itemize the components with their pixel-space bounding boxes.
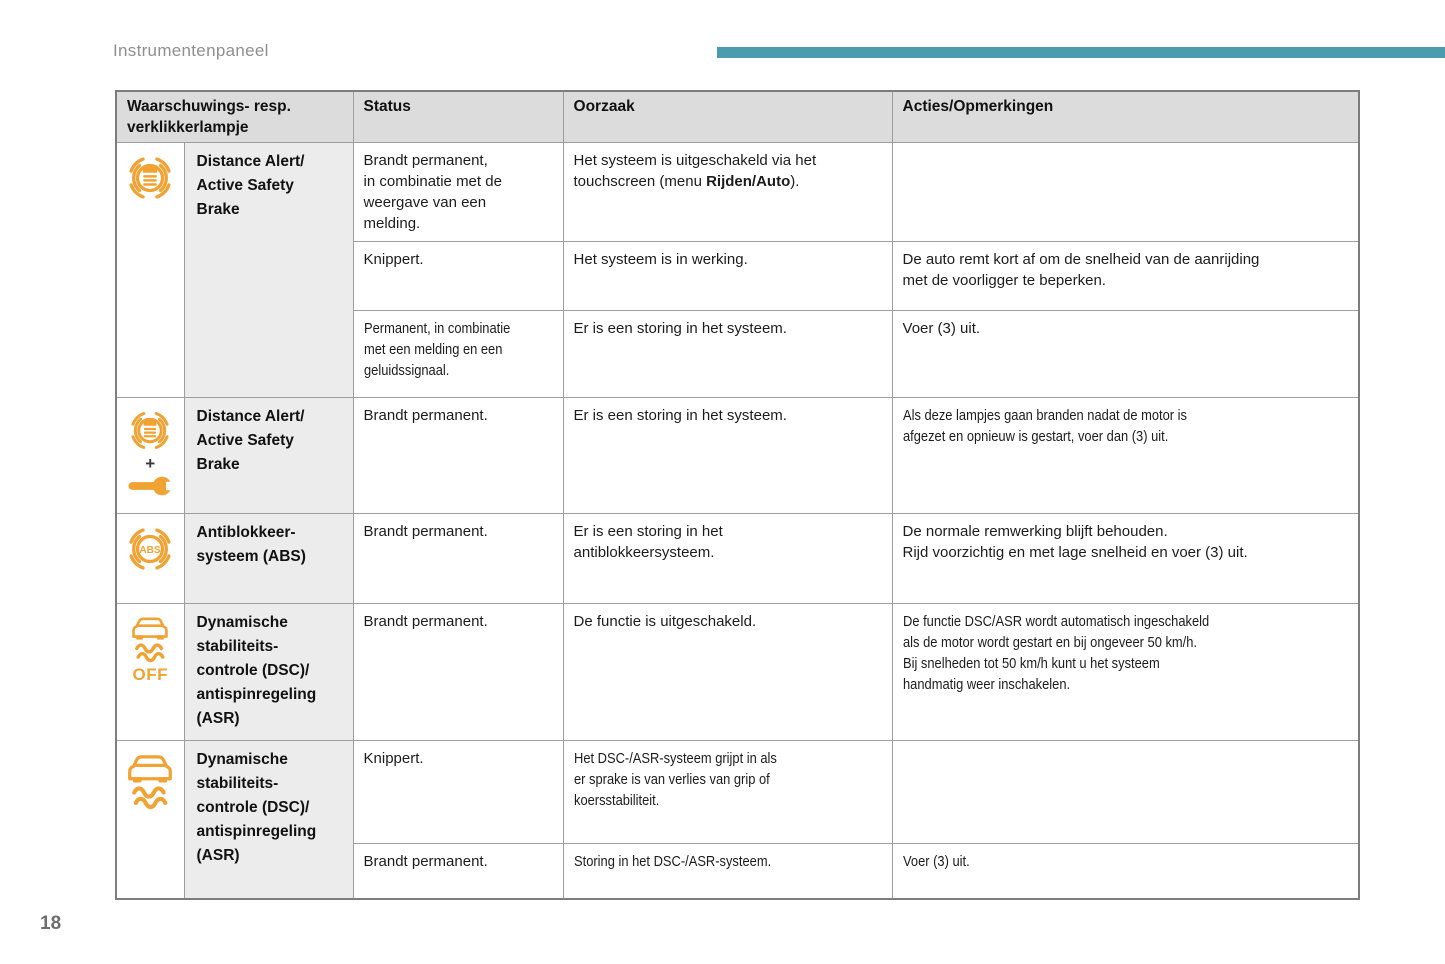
actions-cell: Als deze lampjes gaan branden nadat de m… <box>891 397 1360 514</box>
table-row: Brandt permanent. Storing in het DSC-/AS… <box>116 843 1360 899</box>
status-cell: Knippert. <box>352 241 564 311</box>
col-header-cause: Oorzaak <box>562 90 893 143</box>
warning-lamp-table: Waarschuwings- resp. verklikkerlampje St… <box>115 90 1361 900</box>
status-cell: Knippert. <box>352 740 564 844</box>
cause-cell: Het systeem is in werking. <box>562 241 893 311</box>
distance-alert-icon-cell <box>115 142 185 398</box>
table-row: Dynamische stabiliteits- controle (DSC)/… <box>115 740 1360 899</box>
status-cell: Brandt permanent. <box>352 513 564 604</box>
actions-cell: Voer (3) uit. <box>891 843 1360 899</box>
table-row: + Distance Alert/ Active Safety Brake Br… <box>115 397 1360 514</box>
actions-cell: De auto remt kort af om de snelheid van … <box>891 241 1360 311</box>
dsc-off-icon-cell: OFF <box>115 603 185 741</box>
car-rear-icon <box>132 617 169 640</box>
col-header-status: Status <box>352 90 564 143</box>
off-text: OFF <box>132 665 168 684</box>
status-cell: Brandt permanent, in combinatie met de w… <box>352 142 564 242</box>
lamp-label: Distance Alert/ Active Safety Brake <box>183 142 354 398</box>
dsc-icon-cell <box>115 740 185 899</box>
page-title: Instrumentenpaneel <box>113 41 269 60</box>
distance-alert-icon <box>131 411 169 450</box>
col-header-warning-lamp: Waarschuwings- resp. verklikkerlampje <box>115 90 354 143</box>
abs-icon-cell: ABS <box>115 513 185 604</box>
actions-cell <box>891 142 1360 242</box>
skid-marks-icon <box>135 643 165 663</box>
cause-cell: Het systeem is uitgeschakeld via het tou… <box>562 142 893 242</box>
table-row: OFF Dynamische stabiliteits- controle (D… <box>115 603 1360 741</box>
status-cell: Brandt permanent. <box>352 603 564 741</box>
distance-alert-service-icon-cell: + <box>115 397 185 514</box>
table-row: Distance Alert/ Active Safety Brake Bran… <box>115 142 1360 398</box>
table-row: Permanent, in combinatie met een melding… <box>116 310 1360 398</box>
distance-alert-icon <box>129 157 171 199</box>
plus-sign: + <box>145 454 156 473</box>
lamp-label: Antiblokkeer- systeem (ABS) <box>183 513 354 604</box>
actions-cell: De functie DSC/ASR wordt automatisch ing… <box>891 603 1360 741</box>
col-header-actions: Acties/Opmerkingen <box>891 90 1360 143</box>
lamp-label: Dynamische stabiliteits- controle (DSC)/… <box>183 740 354 899</box>
car-rear-icon <box>128 755 173 783</box>
cause-cell: Storing in het DSC-/ASR-systeem. <box>562 843 893 899</box>
status-cell: Permanent, in combinatie met een melding… <box>352 310 564 398</box>
accent-bar <box>717 47 1445 58</box>
lamp-label: Dynamische stabiliteits- controle (DSC)/… <box>183 603 354 741</box>
page-number: 18 <box>40 913 62 934</box>
skid-marks-icon <box>132 786 168 810</box>
actions-cell: Voer (3) uit. <box>891 310 1360 398</box>
abs-text: ABS <box>140 545 162 556</box>
cause-cell: Er is een storing in het systeem. <box>562 397 893 514</box>
table-row: ABS Antiblokkeer- systeem (ABS) Brandt p… <box>115 513 1360 604</box>
car-and-stripes-glyph <box>143 165 158 186</box>
cause-cell: De functie is uitgeschakeld. <box>562 603 893 741</box>
cause-cell: Er is een storing in het systeem. <box>562 310 893 398</box>
actions-cell: De normale remwerking blijft behouden. R… <box>891 513 1360 604</box>
table-header-row: Waarschuwings- resp. verklikkerlampje St… <box>115 90 1360 143</box>
lamp-label: Distance Alert/ Active Safety Brake <box>183 397 354 514</box>
status-cell: Brandt permanent. <box>352 397 564 514</box>
table-row: Knippert. Het systeem is in werking. De … <box>116 241 1360 311</box>
wrench-icon <box>128 476 174 496</box>
actions-cell <box>891 740 1360 844</box>
cause-cell: Er is een storing in het antiblokkeersys… <box>562 513 893 604</box>
cause-cell: Het DSC-/ASR-systeem grijpt in als er sp… <box>562 740 893 844</box>
car-and-stripes-glyph <box>143 419 157 438</box>
status-cell: Brandt permanent. <box>352 843 564 899</box>
abs-warning-icon: ABS <box>129 528 171 570</box>
